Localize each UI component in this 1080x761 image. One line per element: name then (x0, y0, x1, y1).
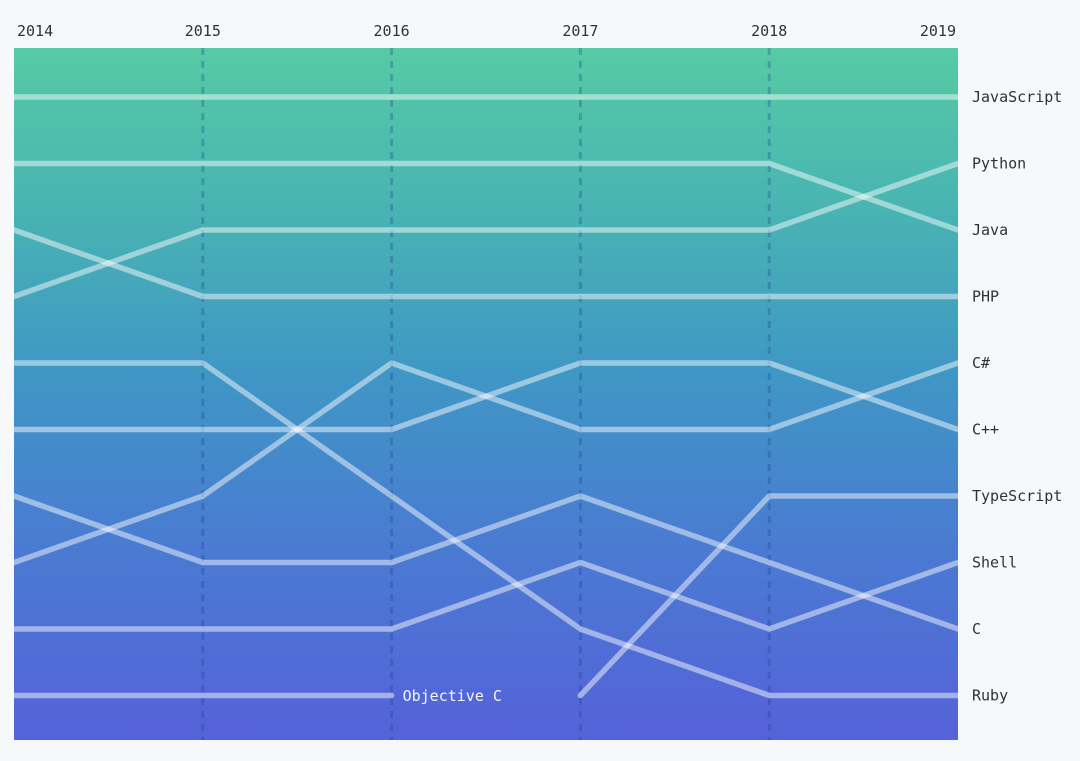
language-label-shell: Shell (972, 554, 1017, 572)
language-label-typescript: TypeScript (972, 487, 1062, 505)
series-line-php (14, 227, 958, 300)
inline-label-objective-c: Objective C (403, 687, 502, 705)
series-line-python (14, 160, 958, 300)
year-label-2014: 2014 (17, 22, 53, 40)
language-label-python: Python (972, 155, 1026, 173)
year-label-2017: 2017 (562, 22, 598, 40)
series-line-c (14, 493, 958, 632)
language-label-c: C (972, 620, 981, 638)
year-axis: 2014 2015 2016 2017 2018 2019 (17, 22, 956, 40)
language-label-ruby: Ruby (972, 687, 1008, 705)
series-line-cpp (14, 360, 958, 433)
language-label-csharp: C# (972, 354, 990, 372)
series-line-csharp (14, 360, 958, 566)
language-label-php: PHP (972, 288, 999, 306)
language-label-cpp: C++ (972, 421, 999, 439)
year-label-2018: 2018 (751, 22, 787, 40)
year-label-2019: 2019 (920, 22, 956, 40)
year-label-2016: 2016 (374, 22, 410, 40)
language-label-javascript: JavaScript (972, 88, 1062, 106)
chart-background (14, 48, 958, 740)
year-gridlines (201, 48, 771, 740)
year-label-2015: 2015 (185, 22, 221, 40)
series-line-java (14, 160, 958, 233)
language-label-java: Java (972, 221, 1008, 239)
series-line-shell (14, 559, 958, 632)
language-labels: JavaScript Python Java PHP C# C++ TypeScript Sh… (972, 88, 1062, 705)
series-line-ruby (14, 360, 958, 699)
series-lines (14, 94, 958, 699)
series-line-typescript (577, 493, 958, 699)
